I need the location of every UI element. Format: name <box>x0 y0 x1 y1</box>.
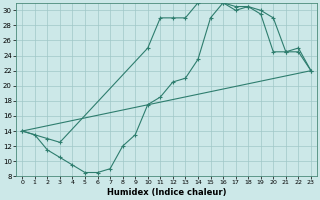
X-axis label: Humidex (Indice chaleur): Humidex (Indice chaleur) <box>107 188 226 197</box>
